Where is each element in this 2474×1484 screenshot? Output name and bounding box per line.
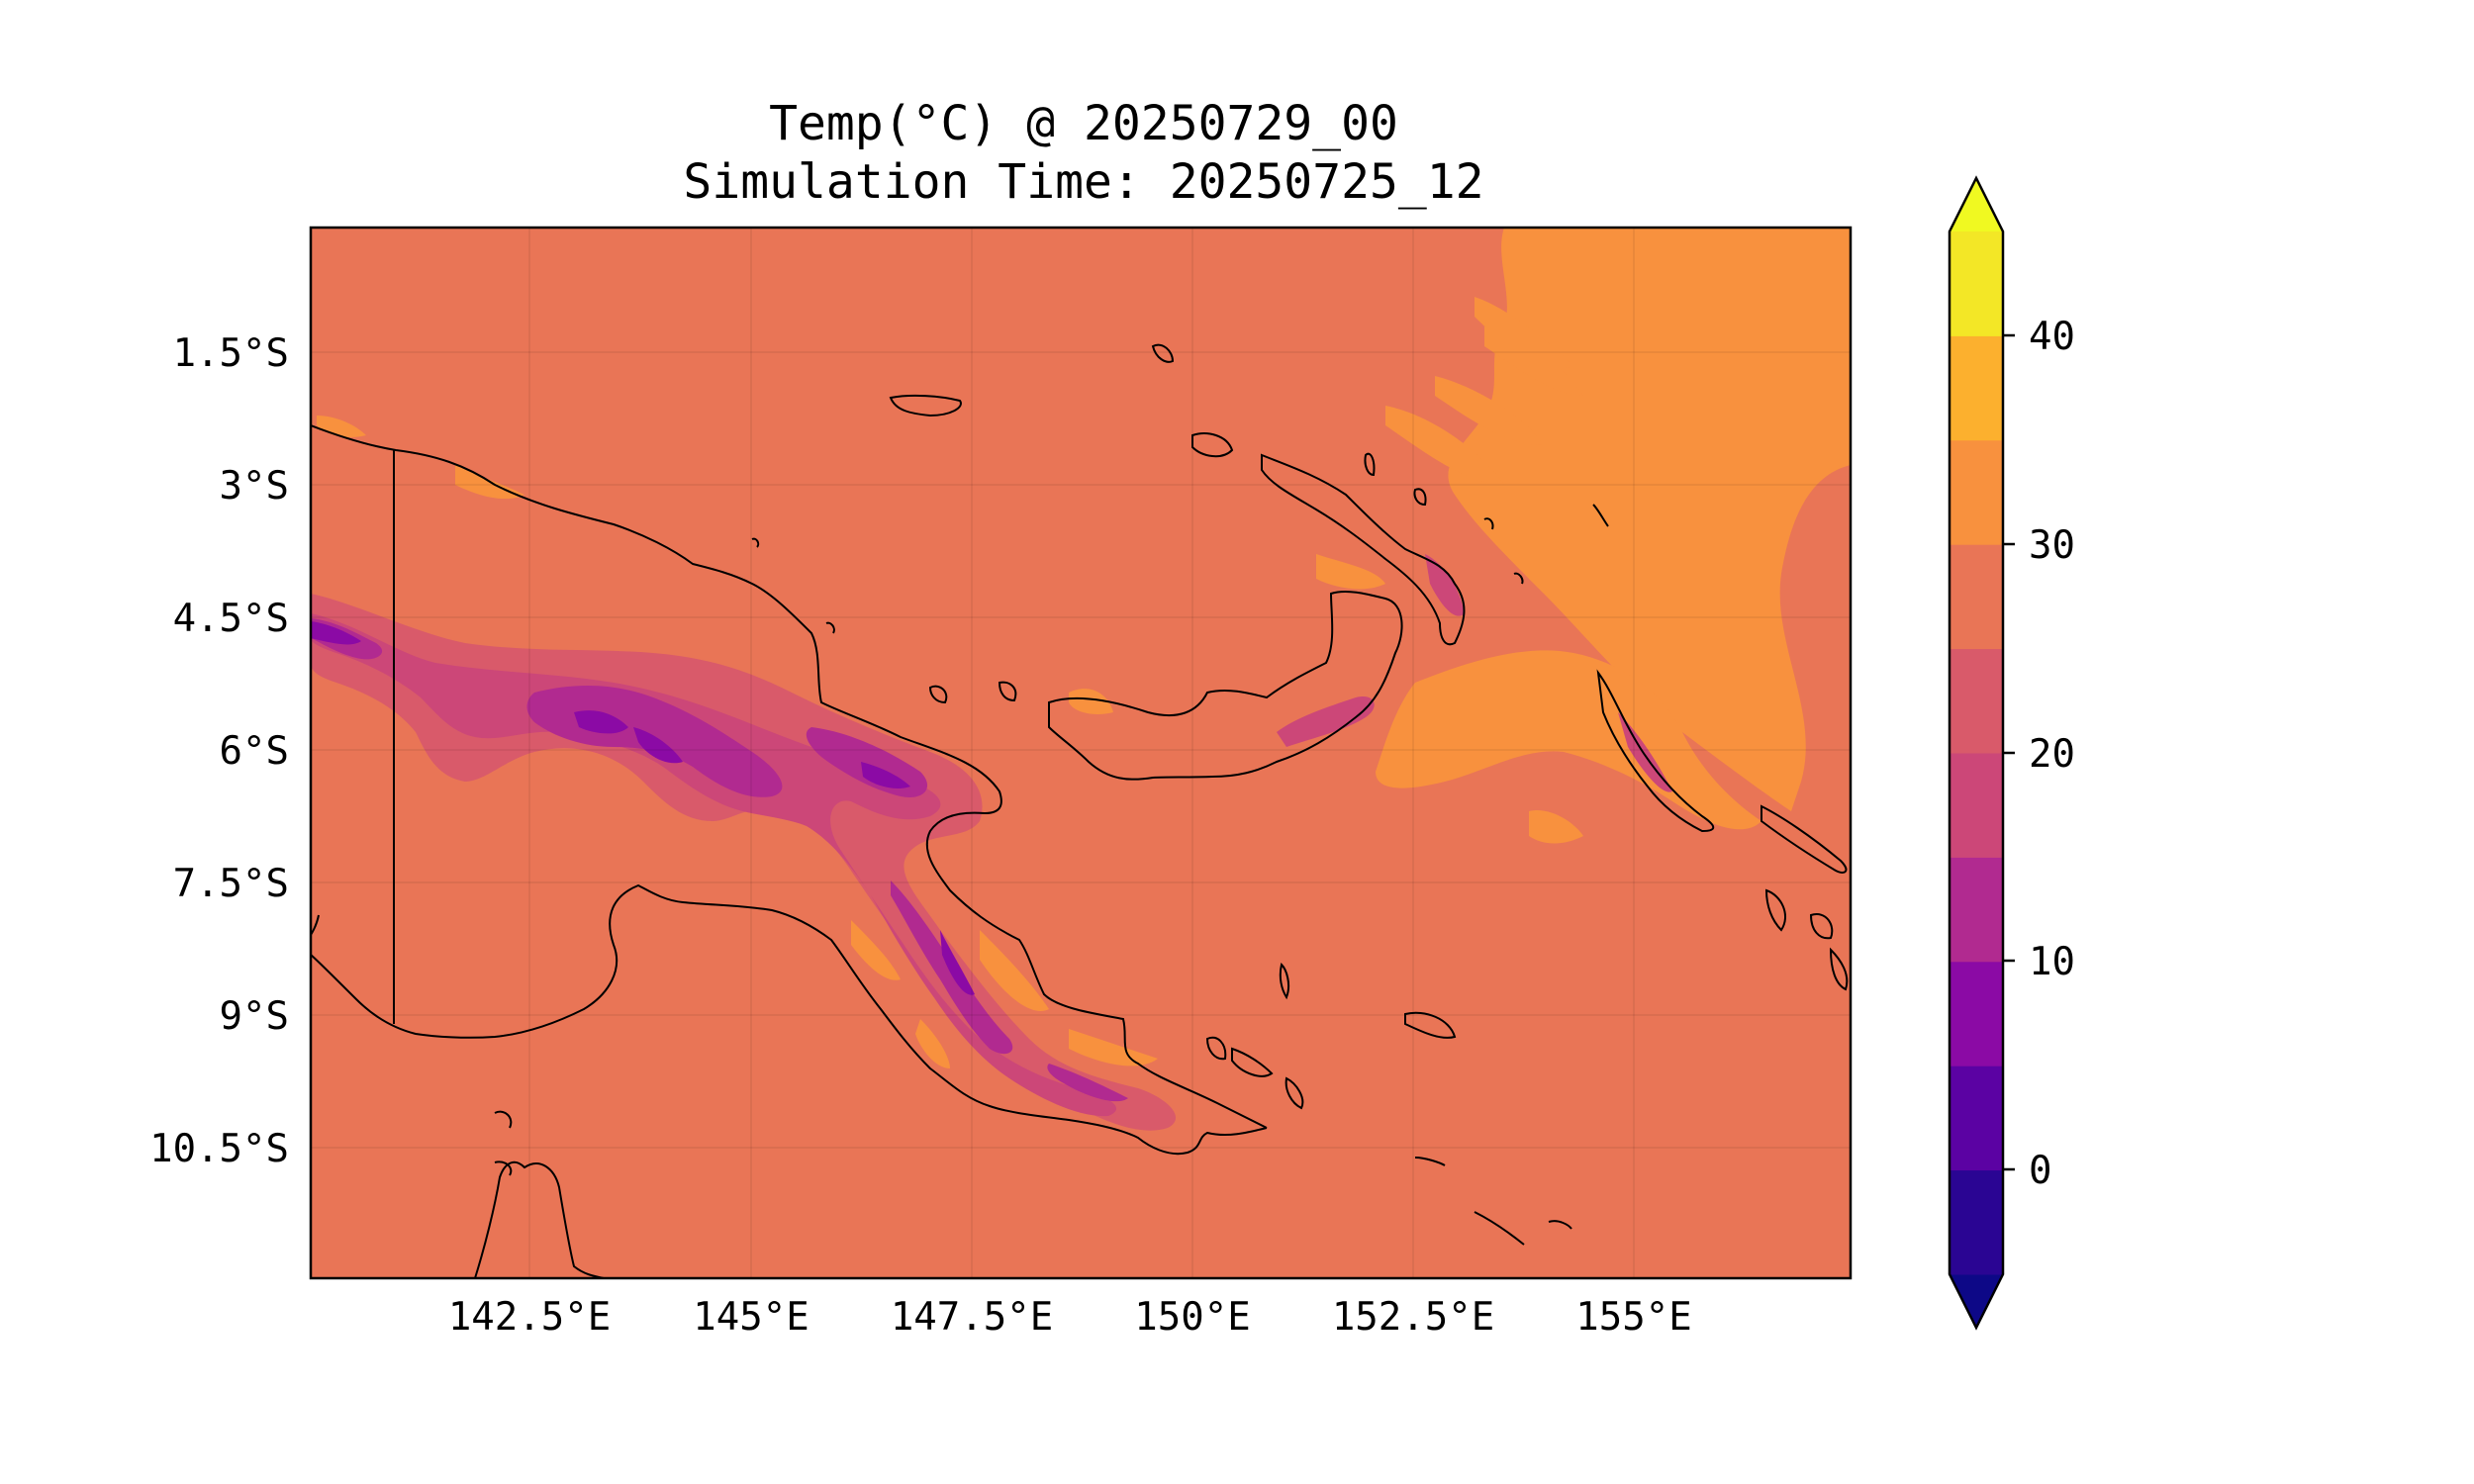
coastline-new-hanover — [1191, 432, 1234, 458]
y-tick-label: 4.5°S — [173, 597, 289, 641]
colorbar-segment — [1950, 753, 2003, 858]
colorbar-tick-label: 10 — [2029, 940, 2075, 984]
colorbar-tick-label: 20 — [2029, 732, 2075, 777]
coastline-solomons — [1760, 804, 1849, 991]
colorbar-segment — [1950, 1169, 2003, 1275]
colorbar-segment — [1950, 335, 2003, 441]
y-tick-label: 3°S — [220, 464, 289, 509]
colorbar-segment — [1950, 1066, 2003, 1171]
coastline-islands-north — [1151, 343, 1609, 585]
x-tick-label: 150°E — [1134, 1295, 1250, 1340]
colorbar-extend-max — [1950, 178, 2003, 232]
map-title: Temp(°C) @ 20250729_00 Simulation Time: … — [307, 95, 1860, 212]
coastline-new-guinea-south — [311, 883, 1268, 1156]
colorbar-segment — [1950, 439, 2003, 545]
title-line-2: Simulation Time: 20250725_12 — [683, 154, 1484, 210]
colorbar-segment — [1950, 232, 2003, 336]
colorbar-tick-label: 30 — [2029, 523, 2075, 568]
coastlines — [311, 343, 1849, 1278]
colorbar-tick-label: 0 — [2029, 1149, 2051, 1193]
coastline-manus — [889, 394, 962, 417]
x-tick-label: 152.5°E — [1332, 1295, 1494, 1340]
coastline-new-ireland — [1261, 453, 1466, 646]
y-tick-label: 1.5°S — [173, 331, 289, 376]
warm-streaks — [1385, 297, 1583, 485]
coastline-bougainville — [1596, 669, 1715, 833]
map-area — [309, 226, 1853, 1280]
colorbar-segment — [1950, 857, 2003, 963]
colorbar-segment — [1950, 961, 2003, 1067]
colorbar-tick-label: 40 — [2029, 315, 2075, 359]
colorbar — [1948, 175, 2005, 1331]
colorbar-extend-min — [1950, 1274, 2003, 1328]
temperature-field — [311, 228, 1851, 1131]
gridlines — [311, 228, 1851, 1278]
cool-ridge-new-britain — [1277, 554, 1465, 747]
title-line-1: Temp(°C) @ 20250729_00 — [769, 96, 1398, 151]
map-frame — [309, 226, 1853, 1280]
colorbar-segment — [1950, 648, 2003, 754]
cool-highlands-15-20 — [311, 613, 1117, 1117]
coastline-islands-west — [311, 537, 1017, 1176]
y-axis: 1.5°S 3°S 4.5°S 6°S 7.5°S 9°S 10.5°S — [149, 331, 289, 1171]
x-tick-label: 145°E — [693, 1295, 809, 1340]
coastline-islands-east-png — [1205, 963, 1572, 1246]
x-tick-label: 147.5°E — [891, 1295, 1053, 1340]
colorbar-outline — [1948, 175, 2005, 1331]
y-tick-label: 6°S — [220, 729, 289, 774]
warm-region-new-britain — [1069, 554, 1385, 714]
coastline-new-britain — [1048, 590, 1403, 781]
coastline-australia-cape-york — [474, 1160, 605, 1278]
x-tick-label: 142.5°E — [448, 1295, 611, 1340]
y-tick-label: 10.5°S — [149, 1127, 289, 1171]
x-tick-label: 155°E — [1575, 1295, 1691, 1340]
colorbar-ticks: 0 10 20 30 40 — [2003, 315, 2075, 1193]
x-axis: 142.5°E 145°E 147.5°E 150°E 152.5°E 155°… — [448, 1295, 1692, 1340]
y-tick-label: 9°S — [220, 994, 289, 1039]
colorbar-segment — [1950, 544, 2003, 650]
coastline-new-guinea-north — [311, 424, 1268, 1129]
y-tick-label: 7.5°S — [173, 862, 289, 906]
warm-patch-south-east — [1529, 810, 1583, 844]
